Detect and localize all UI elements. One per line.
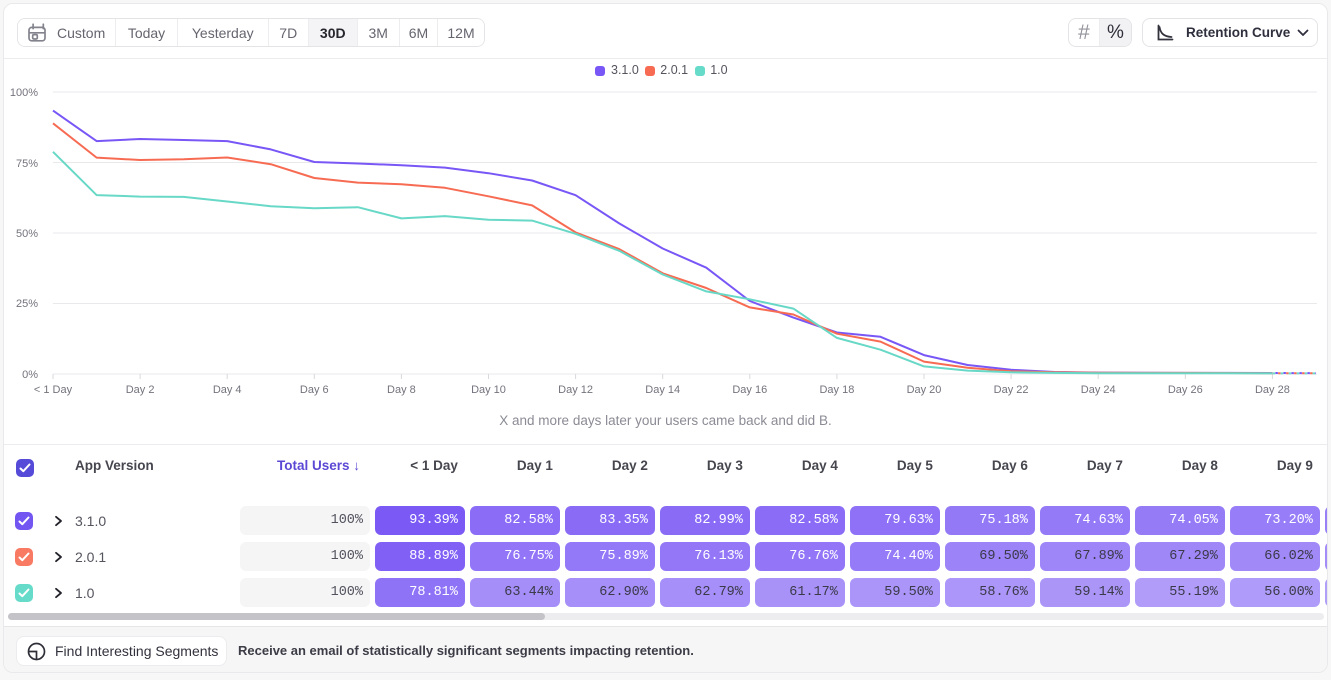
svg-text:Day 4: Day 4: [213, 384, 242, 396]
svg-text:75%: 75%: [16, 158, 38, 170]
svg-text:Day 22: Day 22: [994, 384, 1029, 396]
svg-text:50%: 50%: [16, 228, 38, 240]
svg-text:0%: 0%: [22, 369, 38, 381]
svg-text:25%: 25%: [16, 298, 38, 310]
svg-text:Day 18: Day 18: [819, 384, 854, 396]
svg-text:Day 26: Day 26: [1168, 384, 1203, 396]
svg-text:Day 8: Day 8: [387, 384, 416, 396]
svg-text:Day 28: Day 28: [1255, 384, 1290, 396]
svg-text:Day 2: Day 2: [126, 384, 155, 396]
svg-text:Day 10: Day 10: [471, 384, 506, 396]
svg-text:Day 20: Day 20: [907, 384, 942, 396]
svg-text:Day 6: Day 6: [300, 384, 329, 396]
svg-text:100%: 100%: [10, 87, 38, 99]
svg-text:< 1 Day: < 1 Day: [34, 384, 73, 396]
svg-text:Day 14: Day 14: [645, 384, 680, 396]
svg-text:Day 24: Day 24: [1081, 384, 1116, 396]
svg-text:Day 12: Day 12: [558, 384, 593, 396]
svg-text:Day 16: Day 16: [732, 384, 767, 396]
